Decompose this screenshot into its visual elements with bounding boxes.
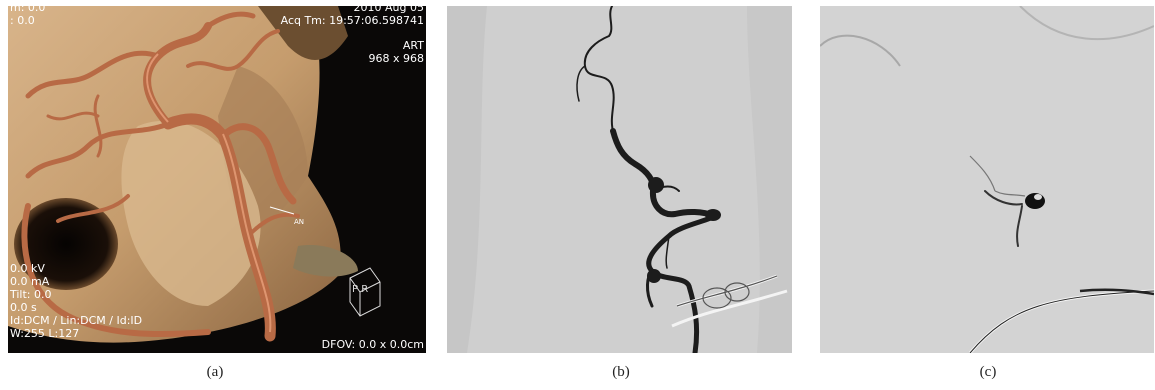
panel-a-3d-rendering: m: 0.0 : 0.0 2010 Aug 05 Acq Tm: 19:57:0…: [8, 6, 426, 353]
overlay-acq-time: Acq Tm: 19:57:06.598741: [280, 14, 424, 27]
panel-c-angiogram-image: [820, 6, 1154, 353]
overlay-tilt: Tilt: 0.0: [10, 288, 52, 301]
overlay-line: : 0.0: [10, 14, 35, 27]
overlay-top-right: 2010 Aug 05 Acq Tm: 19:57:06.598741 ART …: [281, 6, 424, 65]
panel-a-volume-image: [8, 6, 381, 343]
panel-b-angiogram: [447, 6, 792, 353]
overlay-window-level: W:255 L:127: [10, 327, 80, 340]
overlay-ma: 0.0 mA: [10, 275, 50, 288]
overlay-id: Id:DCM / Lin:DCM / Id:ID: [10, 314, 143, 327]
overlay-date: 2010 Aug 05: [353, 6, 424, 14]
orientation-cube-label: P R: [352, 284, 369, 295]
caption-b: (b): [612, 364, 630, 380]
overlay-time: 0.0 s: [10, 301, 37, 314]
aneurysm-annotation-label: AN: [294, 218, 305, 226]
overlay-top-left: m: 0.0 : 0.0: [10, 6, 45, 27]
panel-b-angiogram-image: [447, 6, 792, 353]
orientation-cube: [349, 267, 381, 317]
overlay-matrix: 968 x 968: [368, 52, 425, 65]
overlay-dfov: DFOV: 0.0 x 0.0cm: [321, 338, 424, 351]
caption-c: (c): [979, 364, 997, 380]
aneurysm-marker: [648, 177, 664, 193]
overlay-line: m: 0.0: [10, 6, 46, 14]
overlay-protocol: ART: [402, 39, 424, 52]
overlay-kv: 0.0 kV: [10, 262, 45, 275]
annotation-leader-line: [269, 206, 295, 215]
panel-c-angiogram: [820, 6, 1154, 353]
overlay-bottom-left: 0.0 kV 0.0 mA Tilt: 0.0 0.0 s Id:DCM / L…: [10, 262, 142, 340]
caption-a: (a): [206, 364, 224, 380]
